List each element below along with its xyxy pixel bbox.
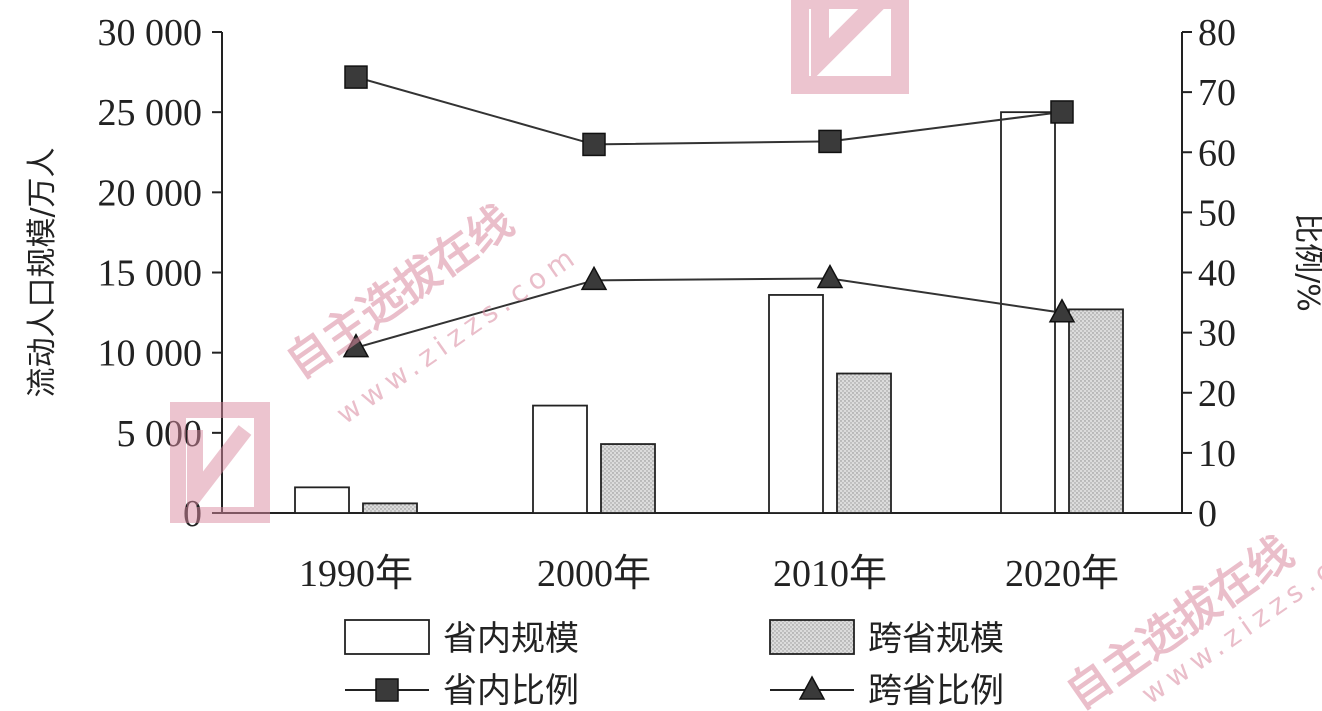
y-axis-title-right: 比例/% [1290,213,1322,312]
y-tick-label-left: 30 000 [98,12,203,54]
y-tick-label-right: 20 [1198,373,1236,415]
legend-label-inter-scale: 跨省规模 [868,619,1004,659]
y-tick-label-left: 10 000 [98,333,203,375]
y-tick-label-right: 60 [1198,132,1236,174]
bar-intra-province-1 [532,404,588,514]
y-tick-label-right: 80 [1198,12,1236,54]
y-tick-label-right: 50 [1198,192,1236,234]
x-tick-label: 2010年 [773,553,887,595]
y-tick-label-right: 30 [1198,313,1236,355]
y-tick-label-right: 0 [1198,493,1217,535]
bar-inter-province-3 [1068,308,1124,514]
legend-label-intra-ratio: 省内比例 [443,671,579,711]
line-intra-province-ratio [355,76,1063,146]
legend-marker-triangle [798,675,826,700]
marker-triangle-2 [816,263,844,289]
legend-label-intra-scale: 省内规模 [443,619,579,659]
bar-intra-province-0 [294,486,350,514]
bar-inter-province-0 [362,502,418,514]
legend-swatch-intra-scale [344,619,430,655]
watermark-logo-left [170,402,270,523]
watermark-logo-top [791,0,909,94]
marker-square-3 [1050,100,1074,124]
y-tick-label-right: 10 [1198,433,1236,475]
bar-intra-province-2 [768,294,824,514]
marker-square-2 [818,129,842,154]
y-tick-label-left: 20 000 [98,172,203,214]
bar-inter-province-2 [836,372,892,514]
marker-triangle-3 [1048,298,1076,323]
y-axis-title-left: 流动人口规模/万人 [25,147,60,397]
y-tick-label-right: 70 [1198,72,1236,114]
x-tick-label: 1990年 [299,553,413,595]
y-tick-label-right: 40 [1198,253,1236,295]
marker-triangle-0 [342,333,370,358]
bar-inter-province-1 [600,443,656,514]
line-inter-province-ratio [355,277,1063,349]
marker-square-1 [582,132,606,157]
x-tick-label: 2020年 [1005,553,1119,595]
bar-intra-province-3 [1000,111,1056,514]
legend-label-inter-ratio: 跨省比例 [868,671,1004,711]
y-tick-label-left: 15 000 [98,253,203,295]
marker-triangle-1 [580,265,608,291]
legend-marker-square [375,678,399,702]
marker-square-0 [344,65,368,89]
y-tick-label-left: 25 000 [98,92,203,134]
x-tick-label: 2000年 [537,553,651,595]
legend-swatch-inter-scale [769,619,855,655]
